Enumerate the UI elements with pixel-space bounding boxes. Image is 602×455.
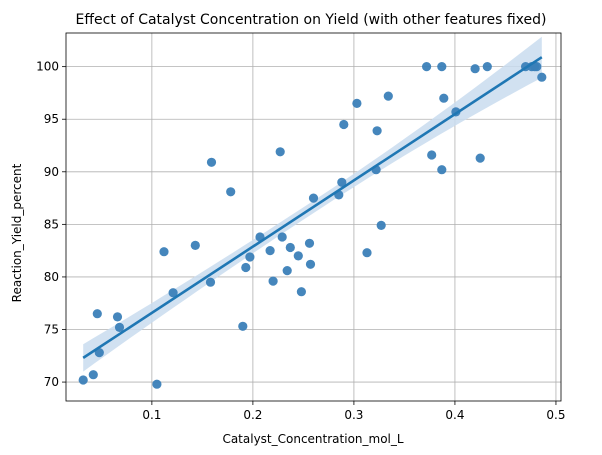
data-point	[245, 252, 255, 262]
data-point	[275, 147, 285, 157]
x-tick-label: 0.1	[142, 408, 161, 422]
grid	[66, 33, 561, 401]
y-axis-ticks: 70 75 80 85 90 95 100	[36, 60, 66, 389]
data-point	[78, 375, 88, 385]
data-point	[114, 322, 125, 332]
data-point	[285, 242, 295, 253]
data-point	[112, 312, 123, 322]
confidence-band	[83, 36, 542, 372]
x-tick-label: 0.5	[546, 408, 565, 422]
data-point	[241, 262, 251, 273]
y-tick-label: 80	[44, 270, 59, 284]
y-tick-label: 90	[44, 165, 59, 179]
data-point	[190, 240, 200, 250]
data-point	[268, 276, 278, 286]
data-point	[372, 126, 382, 136]
data-point	[305, 259, 316, 269]
y-axis-label: Reaction_Yield_percent	[10, 163, 24, 302]
y-tick-label: 85	[44, 217, 59, 231]
data-point	[296, 287, 306, 297]
data-point	[437, 62, 447, 72]
confidence-band-area	[83, 36, 542, 372]
data-point	[88, 370, 98, 380]
y-tick-label: 70	[44, 375, 59, 389]
data-point	[532, 62, 542, 72]
data-point	[206, 157, 217, 167]
data-point	[439, 93, 449, 103]
y-tick-label: 100	[36, 60, 59, 74]
regression-line	[82, 56, 543, 359]
data-point	[376, 220, 386, 230]
data-point	[537, 72, 547, 82]
data-point	[475, 153, 485, 163]
data-point	[226, 187, 236, 197]
data-point	[159, 247, 169, 257]
data-point	[339, 119, 349, 130]
data-point	[152, 379, 162, 389]
data-point	[308, 193, 319, 203]
chart-title: Effect of Catalyst Concentration on Yiel…	[76, 12, 547, 28]
data-point	[383, 91, 393, 101]
data-point	[427, 150, 437, 160]
x-axis-ticks: 0.1 0.2 0.3 0.4 0.5	[142, 401, 565, 422]
data-point	[470, 64, 480, 74]
regression-line-group	[82, 56, 543, 359]
data-point	[205, 277, 216, 287]
y-tick-label: 95	[44, 112, 59, 126]
data-point	[437, 165, 447, 175]
data-point	[482, 62, 492, 72]
data-point	[352, 98, 362, 108]
data-point	[422, 62, 432, 72]
data-point	[265, 246, 275, 256]
data-point	[92, 309, 102, 319]
x-axis-label: Catalyst_Concentration_mol_L	[222, 432, 403, 446]
y-tick-label: 75	[44, 323, 59, 337]
x-tick-label: 0.3	[344, 408, 363, 422]
plot-frame	[65, 32, 562, 402]
data-point	[293, 251, 303, 261]
data-point	[362, 248, 372, 258]
data-point	[282, 266, 292, 276]
data-point	[277, 232, 287, 242]
data-point	[238, 321, 248, 331]
data-point	[168, 288, 178, 298]
data-point	[337, 177, 347, 187]
x-tick-label: 0.2	[243, 408, 262, 422]
scatter-points	[78, 62, 547, 389]
x-tick-label: 0.4	[445, 408, 464, 422]
data-point	[304, 238, 315, 248]
